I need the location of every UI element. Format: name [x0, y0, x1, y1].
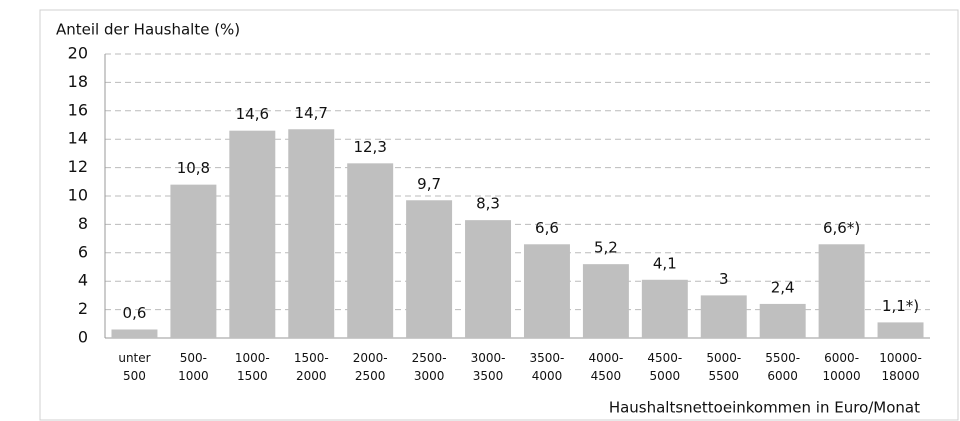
x-tick-label: 2000-2500 — [353, 351, 388, 383]
x-tick-label: 5500-6000 — [765, 351, 800, 383]
y-tick-label: 16 — [68, 100, 88, 119]
bar — [406, 200, 453, 338]
y-tick-label: 4 — [78, 271, 88, 290]
value-label: 0,6 — [123, 304, 147, 322]
bar — [465, 220, 512, 338]
bar — [759, 303, 806, 338]
value-label: 12,3 — [353, 138, 386, 156]
value-label: 6,6 — [535, 219, 559, 237]
value-label: 2,4 — [771, 278, 795, 296]
x-tick-label: 500-1000 — [178, 351, 209, 383]
bar — [229, 130, 276, 338]
x-tick-label: 5000-5500 — [706, 351, 741, 383]
x-tick-label: 3000-3500 — [471, 351, 506, 383]
value-label: 8,3 — [476, 195, 500, 213]
value-label: 3 — [719, 270, 729, 288]
y-tick-label: 8 — [78, 214, 88, 233]
value-label: 9,7 — [417, 175, 441, 193]
bar — [288, 129, 335, 338]
x-axis-title: Haushaltsnettoeinkommen in Euro/Monat — [609, 399, 920, 417]
x-tick-label: 10000-18000 — [879, 351, 922, 383]
value-label: 14,7 — [295, 104, 328, 122]
value-label: 10,8 — [177, 159, 210, 177]
y-tick-label: 18 — [68, 72, 88, 91]
bar — [877, 322, 924, 338]
y-tick-label: 6 — [78, 242, 88, 261]
x-tick-label: unter 500 — [118, 351, 150, 383]
y-tick-label: 20 — [68, 44, 88, 63]
x-tick-label: 2500-3000 — [412, 351, 447, 383]
y-tick-label: 14 — [68, 129, 88, 148]
value-label: 1,1*) — [882, 297, 919, 315]
x-tick-label: 6000-10000 — [823, 351, 861, 383]
y-tick-label: 12 — [68, 157, 88, 176]
bar — [700, 295, 747, 338]
x-tick-label: 4000-4500 — [588, 351, 623, 383]
y-tick-label: 10 — [68, 186, 88, 205]
y-axis-title: Anteil der Haushalte (%) — [56, 21, 240, 39]
bar — [818, 244, 865, 338]
x-tick-label: 1000-1500 — [235, 351, 270, 383]
bar — [523, 244, 570, 338]
value-label: 4,1 — [653, 254, 677, 272]
x-tick-label: 4500-5000 — [647, 351, 682, 383]
frame — [39, 9, 959, 421]
bar — [347, 163, 394, 338]
bar — [582, 264, 629, 338]
bar — [111, 329, 158, 338]
bar — [170, 184, 217, 338]
bar — [641, 279, 688, 338]
value-label: 6,6*) — [823, 219, 860, 237]
value-label: 14,6 — [236, 105, 269, 123]
x-tick-label: 1500-2000 — [294, 351, 329, 383]
y-tick-label: 2 — [78, 299, 88, 318]
y-tick-label: 0 — [78, 328, 88, 347]
value-label: 5,2 — [594, 239, 618, 257]
x-tick-label: 3500-4000 — [530, 351, 565, 383]
